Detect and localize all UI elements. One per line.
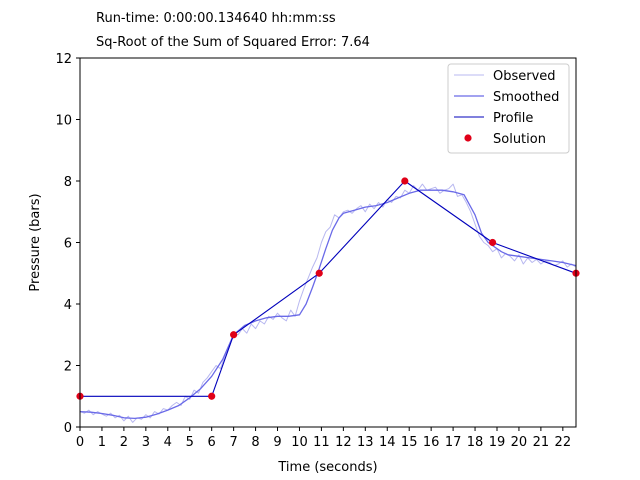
- x-tick-label: 1: [98, 435, 106, 450]
- series-observed-line: [79, 183, 577, 423]
- legend-label-observed: Observed: [493, 69, 556, 84]
- solution-point: [401, 177, 409, 185]
- y-tick-label: 8: [64, 175, 72, 190]
- legend-box: [447, 63, 570, 154]
- ticks-layer: 0 1 2 3 4 5 6 7 8 9 10 11 12 13 14 15 16 17 18 19 20 21 220246…: [55, 52, 571, 450]
- x-tick-label: 20: [511, 435, 528, 450]
- x-tick-label: 15: [401, 435, 418, 450]
- series-smoothed-line: [79, 189, 577, 420]
- y-axis-label: Pressure (bars): [28, 193, 43, 291]
- legend-label-profile: Profile: [493, 111, 533, 126]
- legend-swatch-solution: [464, 134, 472, 142]
- x-tick-label: 5: [186, 435, 194, 450]
- y-tick-label: 4: [64, 298, 72, 313]
- x-tick-label: 6: [208, 435, 216, 450]
- legend-label-smoothed: Smoothed: [493, 90, 559, 105]
- y-tick-label: 12: [55, 52, 72, 67]
- x-tick-label: 13: [357, 435, 374, 450]
- legend-label-solution: Solution: [493, 132, 546, 147]
- y-tick-label: 2: [64, 360, 72, 375]
- runtime-label: Run-time: 0:00:00.134640 hh:mm:ss: [96, 11, 336, 26]
- x-tick-label: 19: [489, 435, 506, 450]
- solution-point: [208, 392, 216, 400]
- x-tick-label: 11: [313, 435, 330, 450]
- x-tick-label: 21: [533, 435, 550, 450]
- x-tick-label: 2: [120, 435, 128, 450]
- y-tick-label: 0: [64, 421, 72, 436]
- solution-point: [230, 331, 238, 339]
- error-label: Sq-Root of the Sum of Squared Error: 7.6…: [96, 35, 370, 50]
- x-tick-label: 10: [291, 435, 308, 450]
- series-profile-line: [80, 180, 577, 397]
- solution-point: [315, 269, 323, 277]
- y-tick-label: 10: [55, 114, 72, 129]
- legend: Observed Smoothed Profile Solution: [447, 63, 570, 154]
- series-layer: [76, 177, 580, 423]
- x-axis-label: Time (seconds): [277, 460, 377, 475]
- x-tick-label: 7: [229, 435, 237, 450]
- solution-point: [489, 238, 497, 247]
- x-tick-label: 16: [423, 435, 440, 450]
- x-tick-label: 9: [273, 435, 281, 450]
- x-tick-label: 3: [142, 435, 150, 450]
- x-tick-label: 22: [555, 435, 572, 450]
- y-tick-label: 6: [64, 237, 72, 252]
- x-tick-label: 4: [164, 435, 172, 450]
- x-tick-label: 0: [76, 435, 84, 450]
- x-tick-label: 12: [335, 435, 352, 450]
- x-tick-label: 17: [445, 435, 462, 450]
- x-tick-label: 18: [467, 435, 484, 450]
- x-tick-label: 8: [251, 435, 259, 450]
- x-tick-label: 14: [379, 435, 396, 450]
